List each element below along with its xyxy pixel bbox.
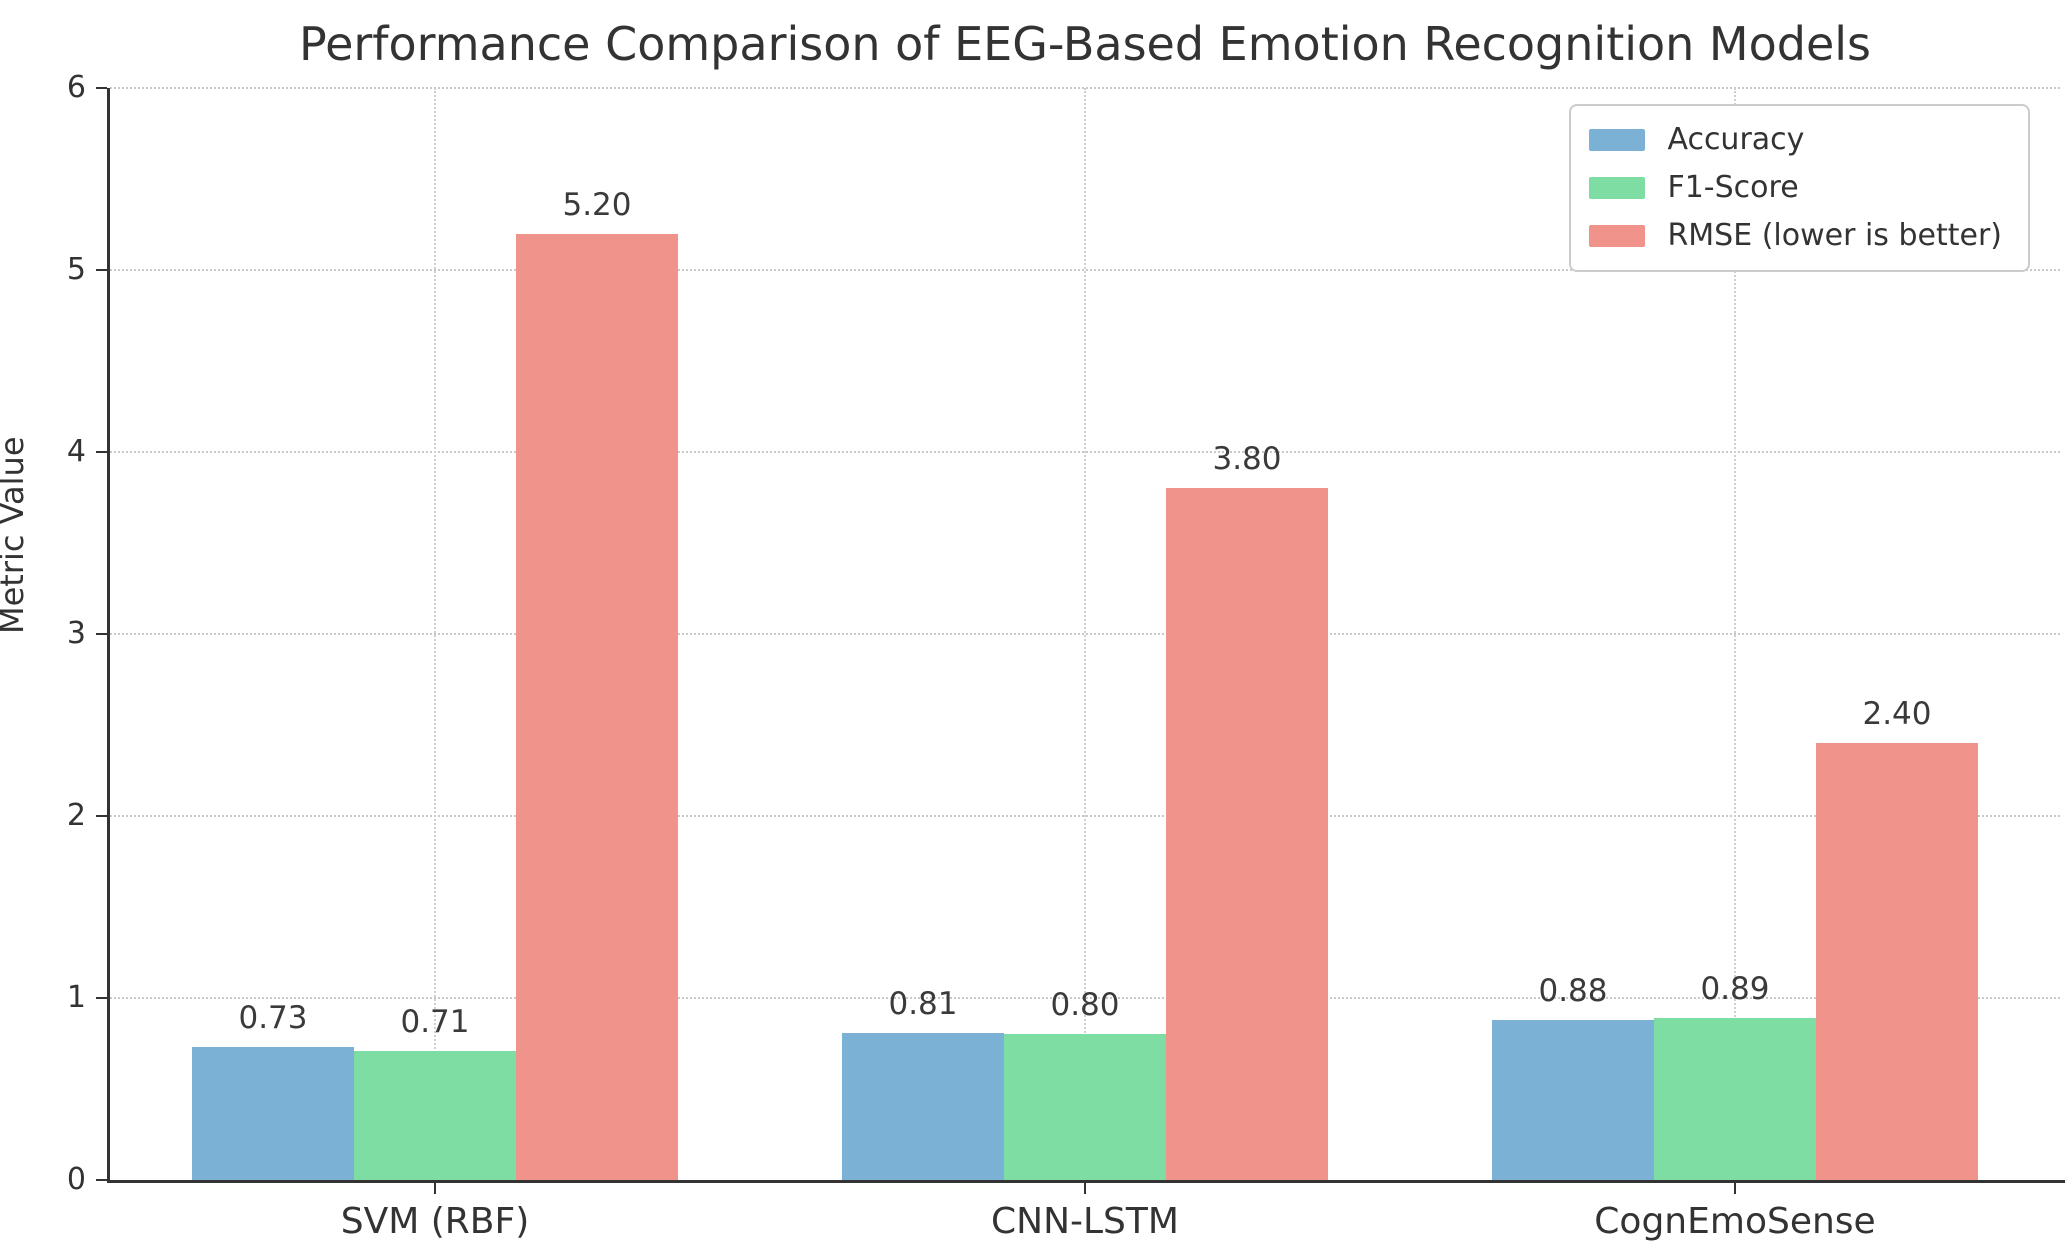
x-axis-spine [107,1180,2065,1183]
legend-item-1: Accuracy [1589,122,2002,158]
x-tick-mark-1 [434,1183,436,1194]
y-tick-mark-5 [96,269,107,271]
v-gridline-1 [434,88,436,1180]
bar-f1-score-3 [1654,1018,1816,1180]
bar-accuracy-1 [192,1047,354,1180]
value-label-2-1: 0.81 [888,985,958,1022]
legend: Accuracy F1-Score RMSE (lower is better) [1569,104,2030,272]
x-tick-label-2: CNN-LSTM [991,1201,1179,1242]
x-tick-mark-2 [1084,1183,1086,1194]
y-tick-label-2: 2 [66,798,86,833]
bar-f1-score-2 [1004,1034,1166,1180]
v-gridline-3 [1734,88,1736,1180]
y-tick-mark-3 [96,633,107,635]
value-label-3-1: 0.88 [1538,972,1608,1009]
value-label-1-2: 0.71 [400,1003,470,1040]
y-tick-mark-0 [96,1179,107,1181]
value-label-2-2: 0.80 [1050,987,1120,1024]
y-tick-label-3: 3 [66,616,86,651]
legend-label-1: Accuracy [1667,122,1805,157]
legend-swatch-2 [1589,177,1646,199]
y-tick-mark-1 [96,997,107,999]
x-tick-label-3: CognEmoSense [1594,1201,1876,1242]
legend-swatch-3 [1589,225,1646,247]
value-label-1-1: 0.73 [238,1000,308,1037]
y-tick-label-1: 1 [66,980,86,1015]
bar-rmse-lower-is-better-3 [1816,743,1978,1180]
bar-rmse-lower-is-better-2 [1166,488,1328,1180]
v-gridline-2 [1084,88,1086,1180]
x-tick-mark-3 [1734,1183,1736,1194]
plot-area: 0 1 2 3 4 5 6 0.73 0.71 5.20 SVM (RBF) 0.81 0.80 3.80… [67,73,2065,1242]
bar-f1-score-1 [354,1050,516,1180]
legend-swatch-1 [1589,129,1646,151]
legend-item-2: F1-Score [1589,170,2002,206]
value-label-3-2: 0.89 [1700,971,1770,1008]
legend-label-3: RMSE (lower is better) [1667,218,2002,253]
value-label-3-3: 2.40 [1862,696,1932,733]
y-tick-mark-4 [96,451,107,453]
chart-title: Performance Comparison of EEG-Based Emot… [298,17,1872,71]
legend-label-2: F1-Score [1667,170,1799,205]
bar-accuracy-3 [1492,1019,1654,1180]
legend-item-3: RMSE (lower is better) [1589,218,2002,254]
y-axis-spine [107,88,110,1180]
y-tick-label-4: 4 [66,434,86,469]
bar-accuracy-2 [842,1032,1004,1180]
bar-rmse-lower-is-better-1 [516,233,678,1180]
y-tick-label-5: 5 [66,252,86,287]
y-tick-label-0: 0 [66,1162,86,1197]
x-tick-label-1: SVM (RBF) [340,1201,530,1242]
y-tick-mark-6 [96,87,107,89]
value-label-1-3: 5.20 [562,186,632,223]
value-label-2-3: 3.80 [1212,441,1282,478]
y-tick-mark-2 [96,815,107,817]
y-tick-label-6: 6 [66,70,86,105]
